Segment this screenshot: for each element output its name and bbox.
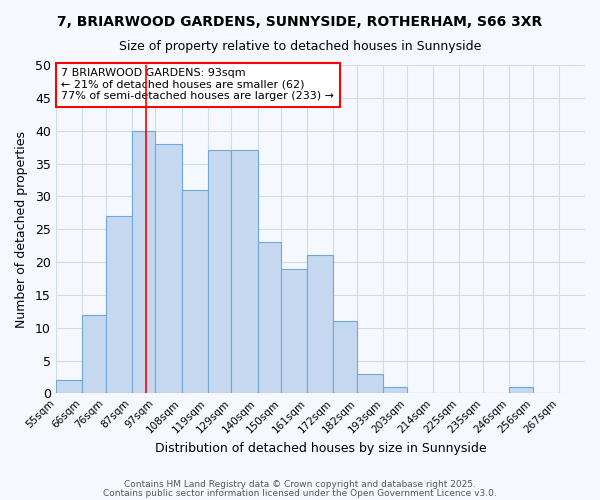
Bar xyxy=(257,242,281,394)
Text: Size of property relative to detached houses in Sunnyside: Size of property relative to detached ho… xyxy=(119,40,481,53)
Bar xyxy=(383,387,407,394)
Bar xyxy=(334,321,357,394)
Bar xyxy=(56,380,82,394)
Y-axis label: Number of detached properties: Number of detached properties xyxy=(15,130,28,328)
Bar xyxy=(232,150,257,394)
Bar xyxy=(281,268,307,394)
Bar xyxy=(509,387,533,394)
Text: Contains HM Land Registry data © Crown copyright and database right 2025.: Contains HM Land Registry data © Crown c… xyxy=(124,480,476,489)
Text: Contains public sector information licensed under the Open Government Licence v3: Contains public sector information licen… xyxy=(103,490,497,498)
Bar xyxy=(182,190,208,394)
Text: 7, BRIARWOOD GARDENS, SUNNYSIDE, ROTHERHAM, S66 3XR: 7, BRIARWOOD GARDENS, SUNNYSIDE, ROTHERH… xyxy=(58,15,542,29)
Bar xyxy=(357,374,383,394)
Bar xyxy=(132,130,155,394)
Text: 7 BRIARWOOD GARDENS: 93sqm
← 21% of detached houses are smaller (62)
77% of semi: 7 BRIARWOOD GARDENS: 93sqm ← 21% of deta… xyxy=(61,68,334,102)
Bar xyxy=(82,314,106,394)
Bar xyxy=(307,256,334,394)
X-axis label: Distribution of detached houses by size in Sunnyside: Distribution of detached houses by size … xyxy=(155,442,486,455)
Bar xyxy=(155,144,182,394)
Bar xyxy=(208,150,232,394)
Bar xyxy=(106,216,132,394)
